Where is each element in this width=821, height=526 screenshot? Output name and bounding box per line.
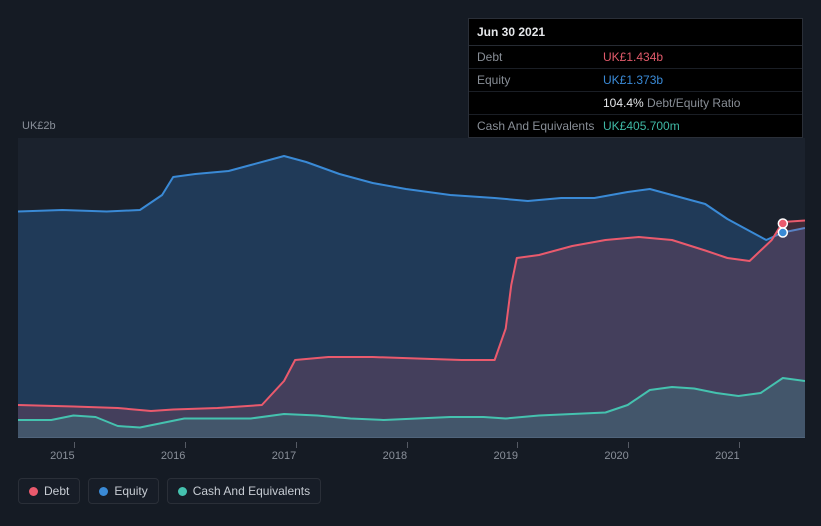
tooltip-date: Jun 30 2021 <box>469 19 802 46</box>
x-tick-label: 2015 <box>50 450 74 462</box>
tooltip-row: EquityUK£1.373b <box>469 69 802 92</box>
tooltip-value: UK£1.434b <box>603 50 794 64</box>
x-tick-label: 2017 <box>272 450 296 462</box>
legend-label: Equity <box>114 484 147 498</box>
cursor-marker-equity <box>778 228 787 237</box>
tooltip-row: Cash And EquivalentsUK£405.700m <box>469 115 802 137</box>
x-tick-label: 2021 <box>715 450 739 462</box>
chart-tooltip: Jun 30 2021 DebtUK£1.434bEquityUK£1.373b… <box>468 18 803 138</box>
cursor-marker-debt <box>778 219 787 228</box>
tooltip-label <box>477 96 603 110</box>
x-axis: 2015 2016 2017 2018 2019 2020 2021 <box>18 442 805 462</box>
tooltip-label: Debt <box>477 50 603 64</box>
debt-equity-chart[interactable] <box>18 138 805 438</box>
chart-legend: Debt Equity Cash And Equivalents <box>18 478 321 504</box>
legend-item[interactable]: Equity <box>88 478 158 504</box>
legend-dot-icon <box>29 487 38 496</box>
tooltip-row: DebtUK£1.434b <box>469 46 802 69</box>
legend-label: Cash And Equivalents <box>193 484 310 498</box>
legend-dot-icon <box>99 487 108 496</box>
x-tick: 2016 <box>173 442 197 462</box>
legend-dot-icon <box>178 487 187 496</box>
x-tick: 2015 <box>62 442 86 462</box>
tooltip-rows: DebtUK£1.434bEquityUK£1.373b104.4% Debt/… <box>469 46 802 137</box>
tooltip-value: UK£1.373b <box>603 73 794 87</box>
tooltip-value: UK£405.700m <box>603 119 794 133</box>
x-tick-label: 2019 <box>493 450 517 462</box>
tooltip-label: Cash And Equivalents <box>477 119 603 133</box>
tooltip-value: 104.4% Debt/Equity Ratio <box>603 96 794 110</box>
x-tick-label: 2018 <box>383 450 407 462</box>
legend-label: Debt <box>44 484 69 498</box>
y-axis-max-label: UK£2b <box>22 120 56 132</box>
x-tick: 2020 <box>617 442 641 462</box>
tooltip-row: 104.4% Debt/Equity Ratio <box>469 92 802 115</box>
legend-item[interactable]: Debt <box>18 478 80 504</box>
x-tick-label: 2016 <box>161 450 185 462</box>
x-tick: 2018 <box>395 442 419 462</box>
x-tick: 2021 <box>727 442 751 462</box>
legend-item[interactable]: Cash And Equivalents <box>167 478 321 504</box>
tooltip-label: Equity <box>477 73 603 87</box>
x-tick: 2017 <box>284 442 308 462</box>
x-tick: 2019 <box>506 442 530 462</box>
x-tick-label: 2020 <box>604 450 628 462</box>
